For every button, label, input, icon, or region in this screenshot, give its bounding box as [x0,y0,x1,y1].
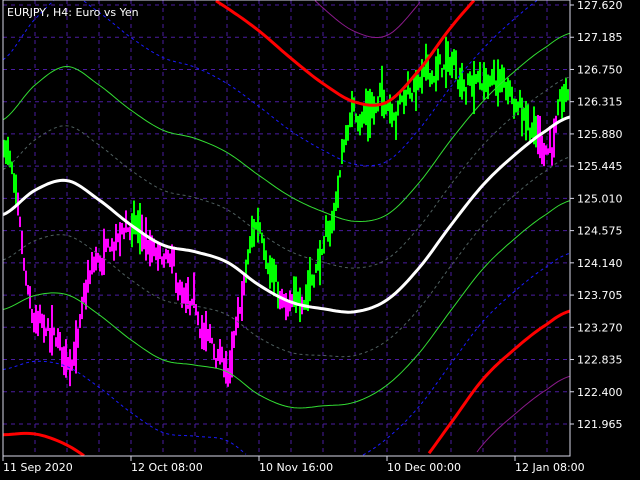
y-tick-label: 125.445 [577,160,623,173]
indicator-line-solid [3,32,570,223]
y-tick-label: 124.575 [577,225,623,238]
indicator-line-solid [3,200,570,409]
price-axis[interactable]: 127.620 127.185 126.750 126.315 125.880 125.4… [570,0,623,431]
x-tick-label: 12 Jan 08:00 [515,461,585,474]
indicator-line-dashed [3,156,570,358]
indicator-line-dashed [3,0,538,167]
x-tick-label: 12 Oct 08:00 [131,461,203,474]
price-bars [3,36,569,387]
indicator-line-solid [476,375,570,453]
y-tick-label: 127.620 [577,0,623,12]
y-tick-label: 125.010 [577,192,623,205]
indicator-line-center [3,115,570,314]
y-tick-label: 123.270 [577,321,623,334]
indicator-line-dashed [3,252,570,456]
chart-title: EURJPY, H4: Euro vs Yen [7,6,139,19]
plot-frame [2,0,571,457]
y-tick-label: 126.315 [577,96,623,109]
y-tick-label: 122.835 [577,354,623,367]
time-axis[interactable]: 11 Sep 2020 12 Oct 08:00 10 Nov 16:00 10 De… [2,456,585,474]
y-tick-label: 127.185 [577,31,623,44]
indicator-line-thick [215,0,476,107]
x-tick-label: 10 Dec 00:00 [387,461,461,474]
indicator-line-solid [314,0,421,38]
grid [3,0,570,456]
y-tick-label: 123.705 [577,289,623,302]
y-tick-label: 125.880 [577,128,623,141]
indicator-lines [3,0,570,456]
y-tick-label: 121.965 [577,418,623,431]
x-tick-label: 10 Nov 16:00 [259,461,333,474]
y-tick-label: 126.750 [577,63,623,76]
indicator-line-dashed [3,76,570,269]
indicator-line-thick [3,309,570,456]
y-tick-label: 124.140 [577,257,623,270]
x-tick-label: 11 Sep 2020 [3,461,73,474]
y-tick-label: 122.400 [577,386,623,399]
